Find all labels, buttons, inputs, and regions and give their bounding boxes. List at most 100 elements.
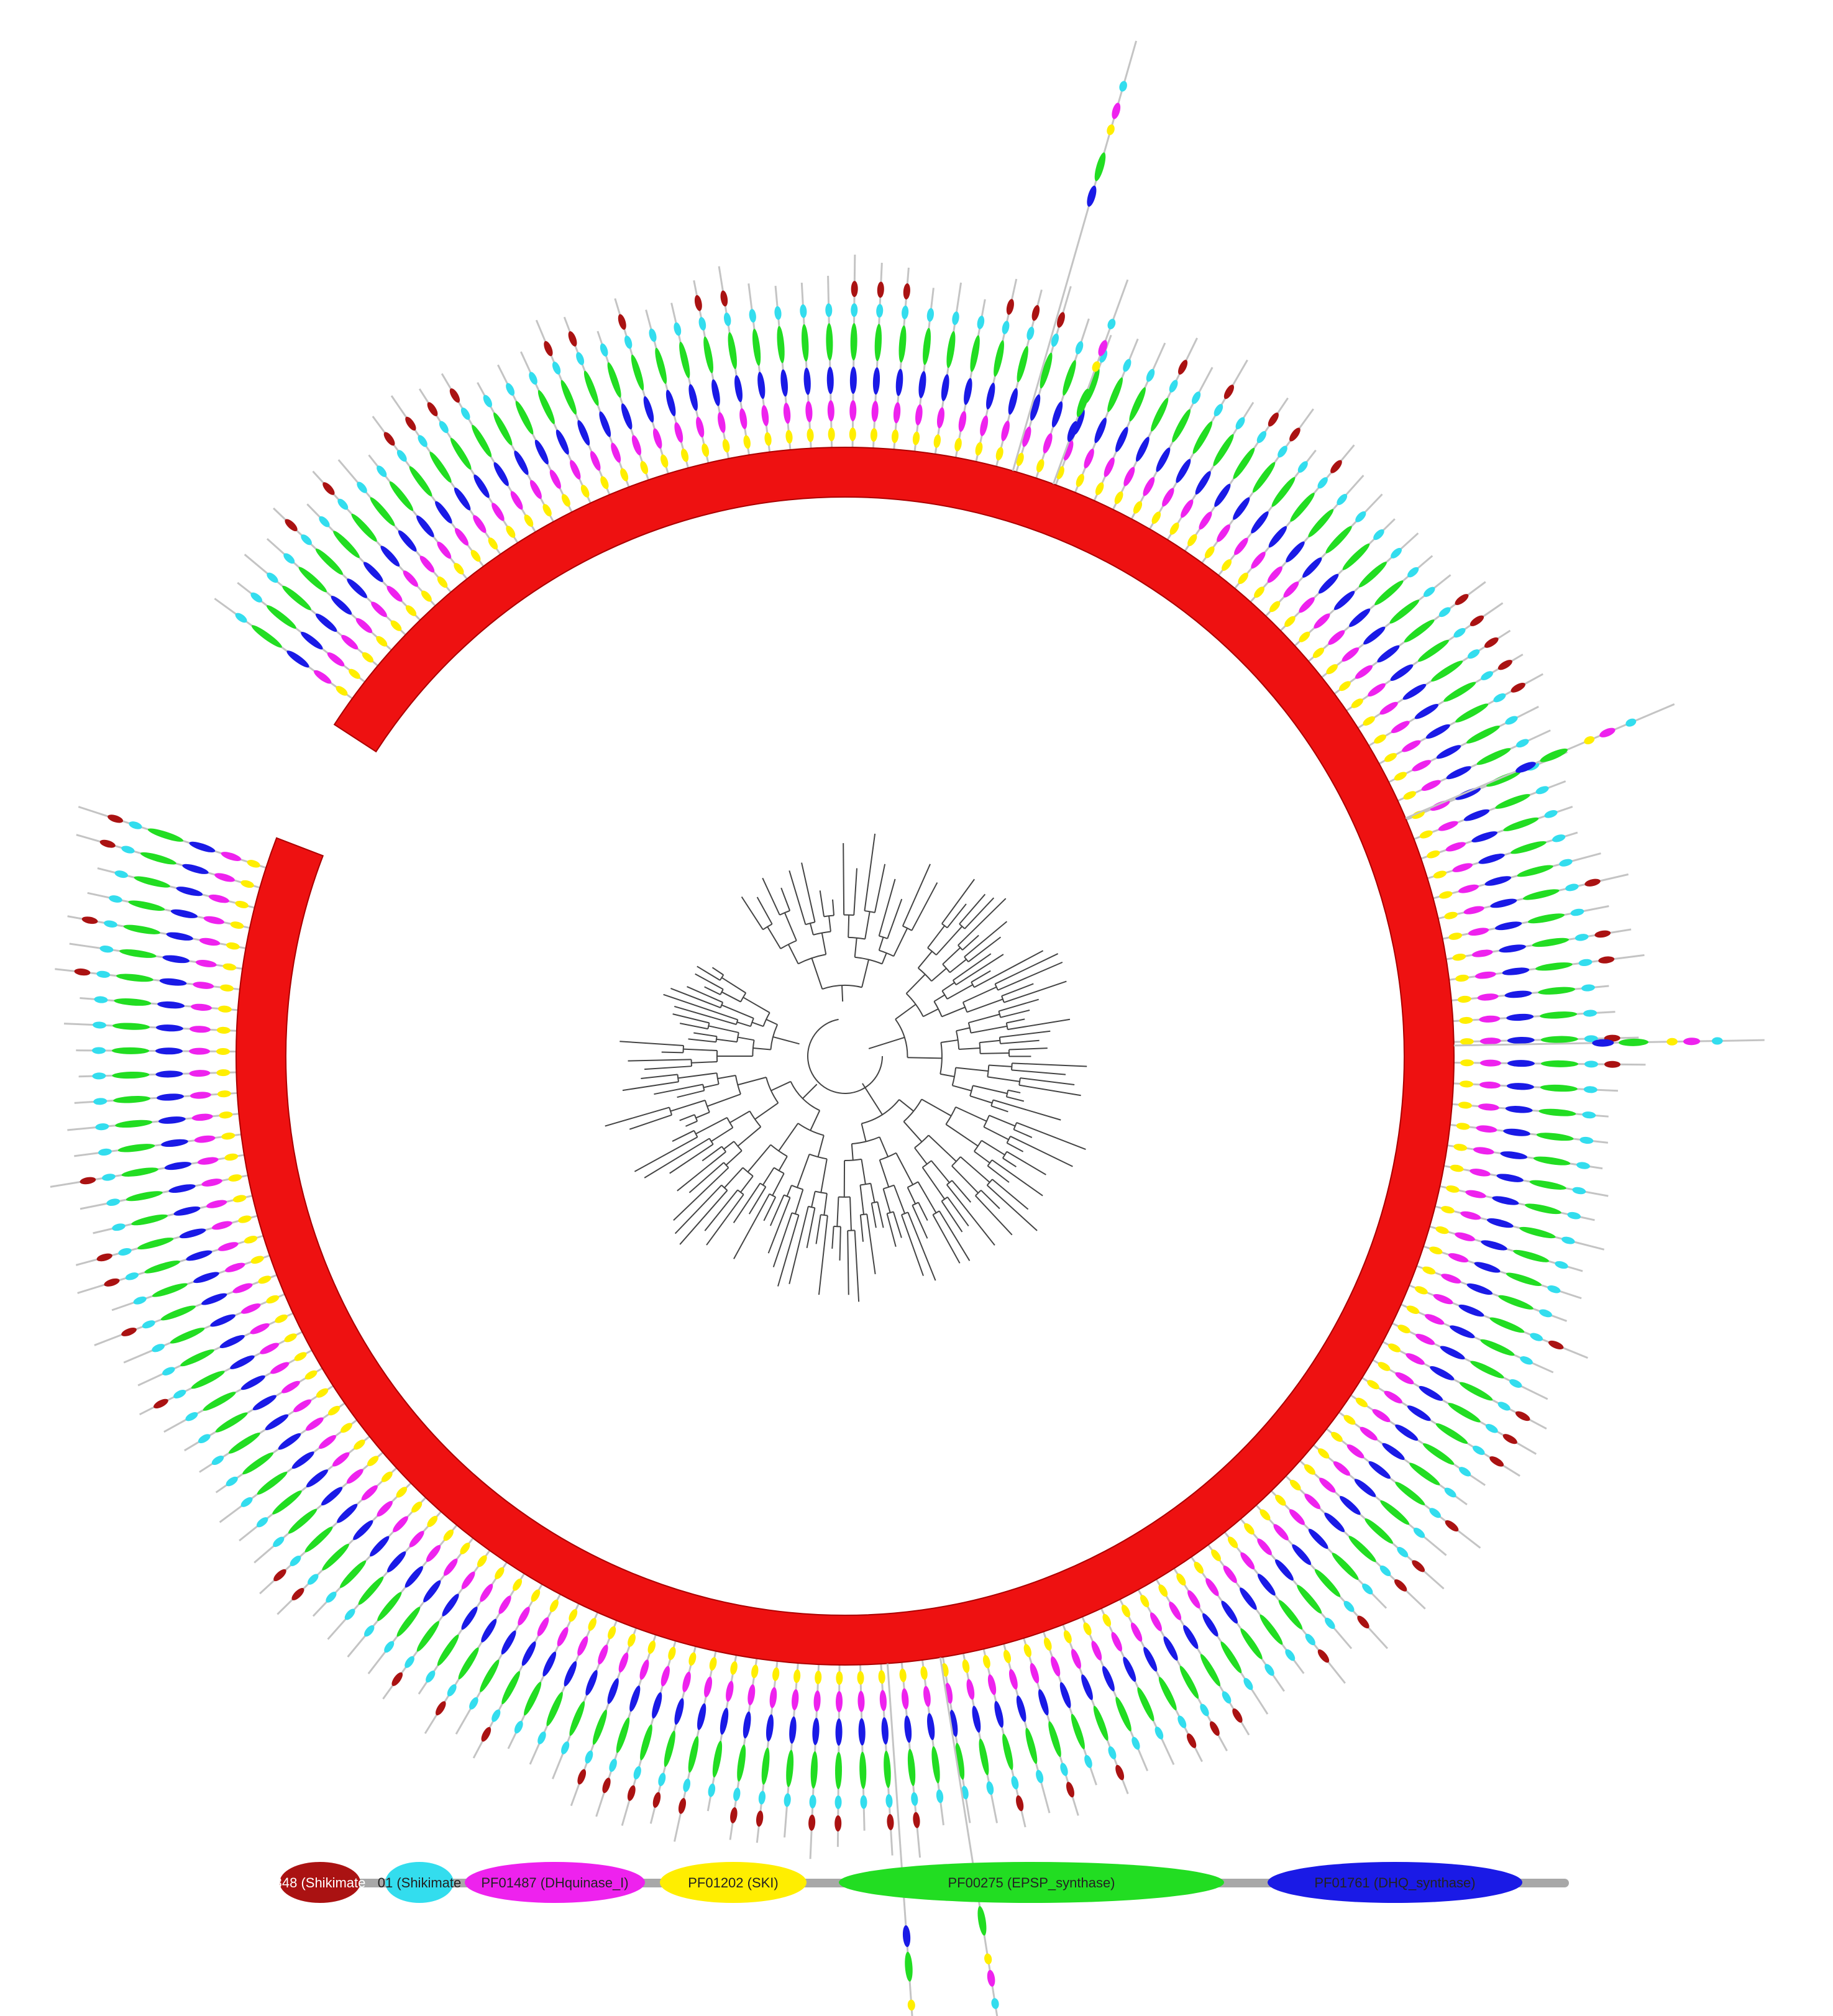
domain-3-leaf-164 (217, 1090, 231, 1098)
domain-0-leaf-143 (291, 1588, 304, 1600)
domain-4-leaf-121 (810, 1751, 818, 1789)
domain-3-leaf-111 (1023, 1644, 1031, 1658)
domain-0-leaf-12 (449, 388, 460, 403)
domain-0-leaf-100 (1317, 1649, 1330, 1663)
domain-1-leaf-129 (609, 1758, 617, 1772)
domain-4-leaf-130 (592, 1709, 607, 1745)
domain-2-leaf-130 (618, 1652, 629, 1672)
domain-2-leaf-6 (403, 570, 418, 587)
domain-5-leaf-15 (555, 429, 569, 455)
domain-2-leaf-47 (1234, 537, 1248, 555)
domain-3-leaf-62 (1412, 810, 1425, 819)
domain-2-leaf-42 (1143, 477, 1155, 496)
domain-4-leaf-124 (737, 1745, 746, 1782)
domain-3-leaf-136 (513, 1578, 523, 1591)
tree-leaf-30 (993, 1099, 1061, 1121)
leaf-stem-7 (337, 459, 452, 593)
domain-4-leaf-104 (1200, 1654, 1221, 1687)
domain-2-leaf-14 (549, 470, 561, 489)
domain-4-leaf-94 (1380, 1500, 1410, 1525)
domain-5-leaf-95 (1340, 1496, 1361, 1515)
domain-2-leaf-155 (232, 1283, 253, 1293)
legend-item-ski: PF01202 (SKI) (660, 1862, 807, 1903)
outlier-sequences (886, 40, 1765, 2016)
domain-5-leaf-74 (1507, 1060, 1535, 1067)
domain-4-leaf-143 (322, 1543, 349, 1571)
clade-0rrlr-arc (1018, 1078, 1021, 1085)
domain-3-leaf-28 (849, 427, 856, 442)
domain-1-leaf-87 (1509, 1379, 1522, 1388)
domain-1-leaf-133 (514, 1720, 523, 1734)
domain-5-leaf-173 (176, 887, 203, 896)
domain-5-leaf-35 (1008, 388, 1018, 415)
domain-3-leaf-100 (1227, 1536, 1238, 1548)
domain-4-leaf-148 (242, 1452, 273, 1475)
domain-4-leaf-169 (116, 974, 153, 982)
legend-label-epsp-synthase: PF00275 (EPSP_synthase) (948, 1875, 1115, 1891)
domain-4-leaf-80 (1525, 1203, 1561, 1215)
clade-4-arc (822, 985, 862, 990)
domain-3-leaf-174 (240, 880, 254, 888)
domain-0-leaf-34 (1006, 299, 1014, 315)
domain-4-leaf-108 (1115, 1697, 1131, 1731)
domain-1-leaf-152 (173, 1389, 186, 1398)
domain-2-leaf-41 (1123, 467, 1135, 486)
clade-1rlrl-stem (893, 1185, 906, 1214)
domain-4-leaf-161 (121, 1167, 158, 1177)
tree-leaf-83 (702, 1146, 723, 1162)
domain-4-leaf-45 (1233, 447, 1255, 479)
domain-1-leaf-36 (1051, 333, 1059, 347)
domain-3-leaf-162 (221, 1133, 235, 1140)
clade-2lrlr-stem (762, 1167, 775, 1186)
domain-2-leaf-3 (355, 618, 373, 633)
domain-3-leaf-154 (266, 1295, 280, 1304)
domain-0-leaf-155 (121, 1328, 137, 1336)
outlier-1-domain-2 (1599, 727, 1616, 737)
domain-3-leaf-98 (1259, 1509, 1271, 1521)
clade-0l-arc (905, 993, 924, 1017)
domain-4-leaf-22 (703, 336, 713, 373)
clade-2rlr-arc (726, 1117, 734, 1128)
domain-4-leaf-175 (147, 828, 184, 842)
domain-architecture-rings (74, 281, 1620, 1831)
clade-0-arc (895, 1018, 908, 1058)
domain-3-leaf-27 (828, 427, 835, 442)
clade-4lll-arc (762, 923, 773, 931)
domain-2-leaf-113 (987, 1674, 997, 1695)
domain-0-leaf-95 (1412, 1560, 1425, 1572)
domain-0-leaf-10 (405, 416, 416, 431)
domain-4-leaf-46 (1252, 462, 1276, 493)
domain-3-leaf-56 (1351, 698, 1363, 708)
domain-1-leaf-20 (649, 328, 657, 342)
domain-5-leaf-12 (493, 462, 509, 486)
domain-4-leaf-41 (1151, 398, 1169, 432)
domain-2-leaf-34 (980, 415, 989, 437)
clade-1rrl-arc (860, 1182, 871, 1186)
domain-2-leaf-122 (792, 1689, 799, 1710)
tree-leaf-31 (990, 1105, 1008, 1113)
domain-1-leaf-139 (384, 1641, 395, 1653)
domain-5-leaf-149 (265, 1414, 289, 1431)
domain-5-leaf-156 (193, 1272, 219, 1284)
domain-4-leaf-57 (1431, 660, 1463, 682)
domain-1-leaf-141 (344, 1608, 355, 1620)
domain-5-leaf-152 (230, 1355, 255, 1369)
domain-5-leaf-164 (157, 1093, 184, 1101)
clade-3lrr-arc (707, 1023, 710, 1029)
clade-1lr-stem (903, 1121, 923, 1143)
clade-1llr-stem (945, 1123, 979, 1147)
domain-4-leaf-125 (712, 1740, 723, 1778)
domain-5-leaf-60 (1436, 745, 1461, 759)
domain-2-leaf-13 (529, 480, 542, 499)
tree-root (807, 1018, 883, 1094)
clade-1llrl-arc (1002, 1151, 1008, 1159)
domain-1-leaf-111 (1060, 1763, 1068, 1776)
domain-5-leaf-105 (1163, 1636, 1178, 1661)
tree-leaf-54 (892, 1211, 902, 1238)
clade-2rrrr-stem (678, 1072, 717, 1079)
clade-4rr-stem (881, 952, 887, 964)
domain-1-leaf-49 (1337, 493, 1348, 505)
tree-leaf-16 (999, 998, 1039, 1012)
domain-3-leaf-70 (1455, 974, 1470, 982)
domain-4-leaf-48 (1290, 493, 1315, 522)
